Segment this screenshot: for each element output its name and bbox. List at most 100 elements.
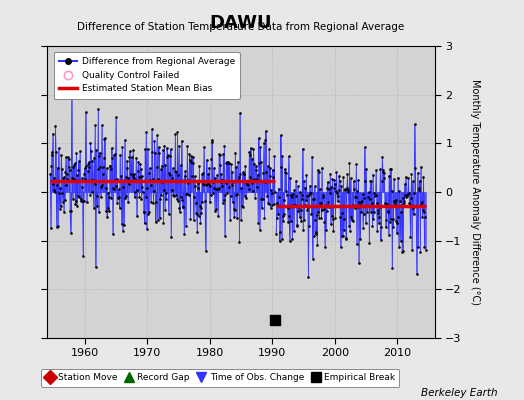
Point [128, 178, 136, 185]
Point [108, 155, 116, 162]
Point [135, 174, 143, 180]
Point [88, 158, 96, 164]
Point [175, 142, 183, 149]
Point [110, 152, 118, 158]
Point [252, 167, 260, 173]
Point [261, 137, 270, 143]
Point [54, 223, 62, 230]
Point [184, 179, 192, 186]
Point [99, 164, 107, 170]
Point [48, 149, 56, 156]
Point [355, 260, 363, 266]
Point [379, 166, 387, 173]
Point [100, 154, 108, 161]
Point [224, 159, 233, 166]
Point [392, 196, 400, 203]
Point [362, 220, 370, 226]
Point [414, 244, 422, 250]
Point [64, 156, 73, 162]
Point [141, 194, 150, 200]
Point [312, 229, 320, 236]
Point [320, 206, 328, 212]
Point [263, 169, 271, 175]
Point [285, 153, 293, 160]
Point [292, 193, 301, 199]
Point [171, 130, 180, 137]
Point [294, 208, 303, 214]
Point [70, 176, 78, 182]
Point [52, 224, 61, 230]
Point [61, 197, 69, 204]
Point [410, 121, 419, 128]
Point [154, 176, 162, 182]
Point [302, 193, 311, 200]
Point [134, 168, 142, 174]
Point [89, 177, 97, 183]
Point [93, 166, 102, 173]
Point [202, 157, 211, 163]
Point [402, 194, 410, 200]
Point [300, 178, 308, 184]
Point [386, 166, 395, 172]
Point [420, 209, 428, 215]
Point [218, 176, 226, 183]
Point [269, 174, 277, 180]
Point [224, 160, 232, 166]
Point [291, 202, 300, 208]
Point [191, 200, 200, 206]
Point [53, 164, 62, 171]
Point [103, 205, 112, 211]
Point [80, 198, 88, 205]
Point [236, 171, 245, 177]
Point [226, 217, 234, 223]
Point [285, 212, 293, 219]
Point [128, 173, 137, 179]
Point [370, 190, 379, 196]
Point [121, 137, 129, 144]
Point [217, 183, 226, 190]
Point [404, 175, 412, 182]
Point [296, 189, 304, 196]
Point [163, 145, 171, 151]
Point [132, 177, 140, 184]
Point [254, 220, 263, 226]
Point [304, 274, 312, 280]
Point [234, 159, 242, 165]
Point [84, 161, 93, 167]
Point [196, 220, 204, 226]
Point [336, 214, 344, 220]
Point [354, 177, 363, 184]
Point [382, 224, 390, 230]
Point [78, 184, 86, 190]
Point [398, 195, 407, 202]
Point [222, 180, 230, 186]
Point [228, 199, 237, 206]
Point [416, 249, 424, 256]
Point [208, 137, 216, 143]
Point [66, 166, 74, 173]
Point [214, 213, 222, 220]
Point [212, 206, 221, 212]
Point [378, 178, 386, 185]
Point [270, 189, 279, 195]
Point [251, 194, 259, 201]
Point [200, 144, 208, 150]
Point [143, 226, 151, 232]
Point [353, 188, 362, 194]
Point [210, 185, 219, 191]
Point [373, 200, 381, 206]
Point [82, 109, 90, 116]
Point [47, 162, 56, 169]
Point [123, 158, 131, 164]
Point [189, 160, 197, 166]
Point [402, 192, 411, 198]
Point [159, 220, 168, 226]
Point [170, 193, 178, 200]
Point [271, 316, 280, 323]
Point [305, 192, 313, 198]
Point [184, 192, 193, 198]
Point [219, 200, 227, 206]
Point [418, 199, 426, 206]
Point [118, 228, 127, 234]
Point [205, 199, 214, 206]
